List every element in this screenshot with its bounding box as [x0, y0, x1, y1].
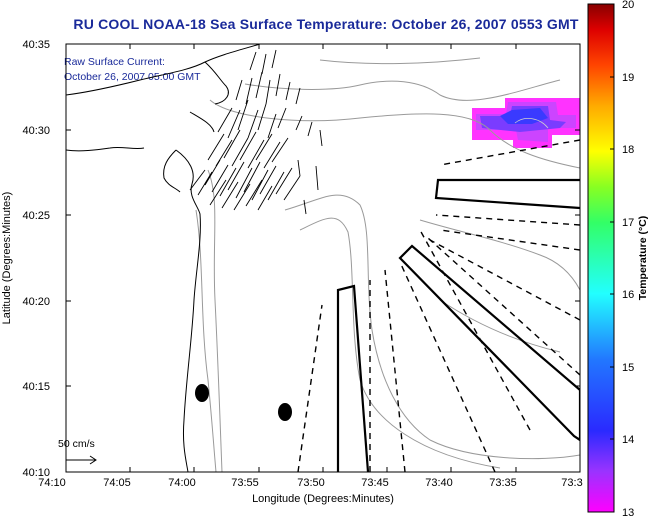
radial-dashed-lines: [297, 139, 580, 472]
y-tick-label: 40:35: [22, 39, 50, 51]
colorbar-tick-label: 17: [622, 217, 634, 229]
plot-area: [66, 44, 580, 472]
radar-site-marker: [278, 403, 292, 421]
coastline: [66, 44, 261, 472]
colorbar-ticks: [610, 3, 614, 513]
x-tick-label: 73:35: [489, 477, 517, 489]
x-axis-ticks: [65, 44, 581, 472]
colorbar-tick-label: 16: [622, 289, 634, 301]
x-axis-label: Longitude (Degrees:Minutes): [252, 493, 394, 505]
y-tick-label: 40:20: [22, 296, 50, 308]
x-tick-label: 74:00: [168, 477, 196, 489]
radar-site-marker: [195, 384, 209, 402]
map-title: RU COOL NOAA-18 Sea Surface Temperature:…: [73, 16, 579, 32]
surface-current-vectors: [189, 49, 323, 215]
colorbar-tick-label: 14: [622, 434, 634, 446]
x-tick-label: 73:50: [297, 477, 325, 489]
x-tick-label: 73:45: [361, 477, 389, 489]
colorbar-tick-label: 18: [622, 144, 634, 156]
colorbar-label: Temperature (°C): [637, 216, 649, 301]
colorbar-tick-label: 20: [622, 0, 634, 11]
y-tick-label: 40:25: [22, 210, 50, 222]
colorbar: [587, 3, 615, 513]
colorbar-tick-label: 19: [622, 72, 634, 84]
radar-beam-outlines: [336, 178, 580, 472]
x-tick-label: 73:55: [231, 477, 259, 489]
y-tick-label: 40:10: [22, 467, 50, 479]
x-tick-label: 73:3: [561, 477, 582, 489]
y-axis-label: Latitude (Degrees:Minutes): [1, 192, 13, 325]
x-tick-label: 74:10: [38, 477, 66, 489]
x-tick-label: 74:05: [103, 477, 131, 489]
y-axis-tick-labels: 40:35 40:30 40:25 40:20 40:15 40:10: [22, 39, 50, 479]
colorbar-tick-labels: 20 19 18 17 16 15 14 13: [622, 0, 634, 518]
x-tick-label: 73:40: [425, 477, 453, 489]
y-tick-label: 40:30: [22, 125, 50, 137]
scale-label: 50 cm/s: [58, 438, 95, 450]
scale-arrow: [66, 455, 97, 465]
colorbar-tick-label: 13: [622, 507, 634, 518]
colorbar-tick-label: 15: [622, 362, 634, 374]
sst-patch: [472, 98, 580, 148]
y-axis-ticks: [66, 43, 580, 473]
bathymetry-contours: [195, 57, 580, 472]
x-axis-tick-labels: 74:10 74:05 74:00 73:55 73:50 73:45 73:4…: [38, 477, 582, 489]
y-tick-label: 40:15: [22, 381, 50, 393]
current-info-line1: Raw Surface Current:: [64, 56, 165, 68]
